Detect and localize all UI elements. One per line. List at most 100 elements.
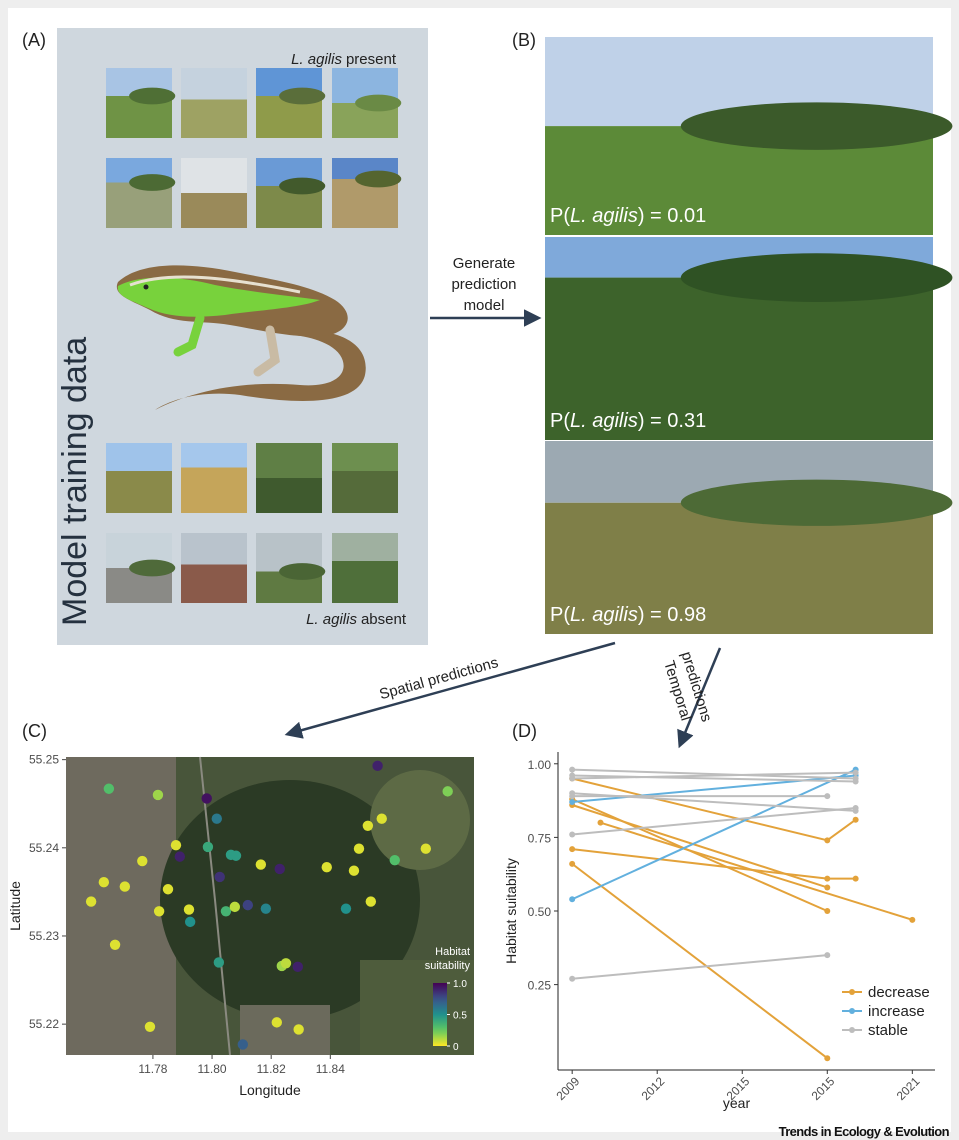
point xyxy=(569,776,575,782)
photo-ground xyxy=(332,471,398,513)
arrow-label: model xyxy=(464,297,505,314)
point xyxy=(215,872,225,882)
y-axis-title: Habitat suitability xyxy=(503,858,519,964)
point xyxy=(243,900,253,910)
absent-label: L. agilisabsent xyxy=(306,611,407,628)
point xyxy=(853,805,859,811)
figure: (A) (B) (C) (D) L. agilispresent L. agil… xyxy=(0,0,959,1140)
photo-trees xyxy=(681,102,953,150)
point xyxy=(184,904,194,914)
photo-sky xyxy=(181,158,247,193)
y-axis-title: Latitude xyxy=(7,881,23,931)
species: L. agilis xyxy=(570,205,638,227)
photo-trees xyxy=(129,560,175,577)
point xyxy=(853,770,859,776)
photo-trees xyxy=(279,178,325,195)
x-tick-label: 11.80 xyxy=(197,1062,226,1076)
point xyxy=(354,843,364,853)
photo-trees xyxy=(129,174,175,191)
probability-label: P(L. agilis) = 0.31 xyxy=(550,410,706,432)
label-suffix: ) = xyxy=(638,604,667,626)
point xyxy=(569,976,575,982)
point xyxy=(824,837,830,843)
x-tick-label: 11.84 xyxy=(316,1062,345,1076)
panel-label: (B) xyxy=(512,30,536,50)
y-tick-label: 55.22 xyxy=(29,1017,59,1031)
point xyxy=(256,859,266,869)
point xyxy=(99,877,109,887)
photo-ground xyxy=(106,471,172,513)
point xyxy=(569,831,575,837)
page: (A) (B) (C) (D) L. agilispresent L. agil… xyxy=(0,0,959,1140)
point xyxy=(569,790,575,796)
point xyxy=(853,778,859,784)
point xyxy=(171,840,181,850)
legend-label: stable xyxy=(868,1022,908,1039)
probability-label: P(L. agilis) = 0.98 xyxy=(550,604,706,626)
point xyxy=(363,821,373,831)
legend-label: decrease xyxy=(868,984,930,1001)
y-tick-label: 55.24 xyxy=(29,841,59,855)
point xyxy=(293,1024,303,1034)
legend-title: Habitat xyxy=(435,946,470,958)
photo-trees xyxy=(279,88,325,105)
probability-value: 0.01 xyxy=(667,205,706,227)
point xyxy=(909,917,915,923)
label-text: present xyxy=(346,51,397,68)
photo-ground xyxy=(332,561,398,603)
legend-title: suitability xyxy=(425,960,471,972)
point xyxy=(569,846,575,852)
photo-ground xyxy=(181,100,247,139)
point xyxy=(366,896,376,906)
panel-label: (C) xyxy=(22,721,47,741)
point xyxy=(230,902,240,912)
point xyxy=(275,864,285,874)
point xyxy=(154,906,164,916)
panel-label: (D) xyxy=(512,721,537,741)
point xyxy=(824,1055,830,1061)
point xyxy=(853,817,859,823)
y-tick-label: 0.75 xyxy=(528,831,552,845)
photo-sky xyxy=(256,443,322,478)
point xyxy=(212,814,222,824)
point xyxy=(598,820,604,826)
photo-ground xyxy=(181,565,247,604)
colorbar-tick-label: 1.0 xyxy=(453,979,467,990)
point xyxy=(390,855,400,865)
photo-trees xyxy=(681,253,953,302)
panel-a-title: Model training data xyxy=(56,337,94,626)
y-tick-label: 0.25 xyxy=(528,979,552,993)
species: L. agilis xyxy=(291,51,342,68)
photo-trees xyxy=(279,563,325,580)
x-axis-title: year xyxy=(723,1095,751,1111)
point xyxy=(163,884,173,894)
point xyxy=(569,799,575,805)
point xyxy=(569,861,575,867)
point xyxy=(145,1022,155,1032)
probability-value: 0.98 xyxy=(667,604,706,626)
point xyxy=(272,1017,282,1027)
point xyxy=(214,957,224,967)
photo-ground xyxy=(181,193,247,228)
label-prefix: P( xyxy=(550,410,570,432)
probability-value: 0.31 xyxy=(667,410,706,432)
point xyxy=(221,906,231,916)
point xyxy=(293,962,303,972)
point xyxy=(281,958,291,968)
colorbar-tick-label: 0 xyxy=(453,1042,459,1053)
photo-sky xyxy=(181,443,247,468)
species: L. agilis xyxy=(306,611,357,628)
species: L. agilis xyxy=(570,604,638,626)
x-tick-label: 11.82 xyxy=(257,1062,286,1076)
legend-swatch xyxy=(849,989,855,995)
legend-swatch xyxy=(849,1008,855,1014)
x-axis-title: Longitude xyxy=(239,1082,301,1098)
y-tick-label: 1.00 xyxy=(528,758,552,772)
photo-trees xyxy=(129,88,175,105)
point xyxy=(569,767,575,773)
colorbar xyxy=(433,983,447,1046)
point xyxy=(824,876,830,882)
point xyxy=(238,1039,248,1049)
point xyxy=(377,814,387,824)
photo-trees xyxy=(681,480,953,526)
